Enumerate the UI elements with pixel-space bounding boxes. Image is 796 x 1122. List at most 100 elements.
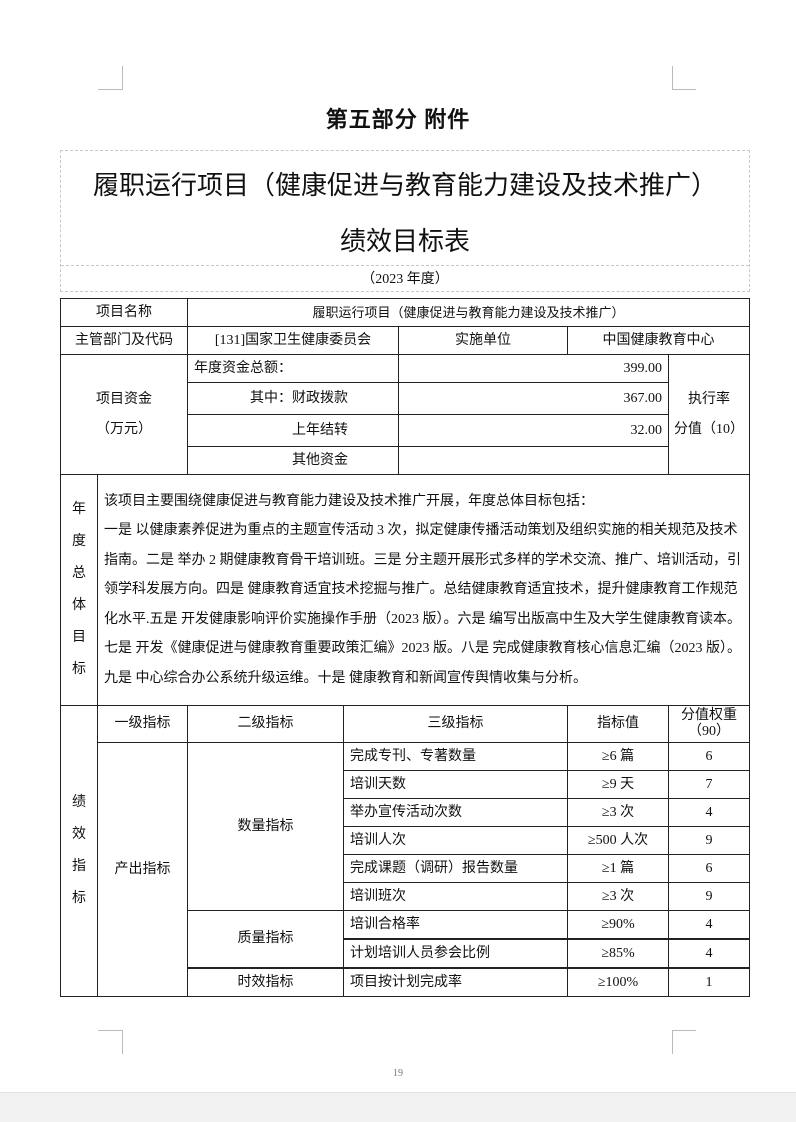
crop-mark bbox=[672, 1030, 696, 1031]
level3-name: 举办宣传活动次数 bbox=[343, 798, 568, 827]
title-box: 履职运行项目（健康促进与教育能力建设及技术推广） 绩效目标表 （2023 年度） bbox=[60, 150, 750, 292]
impl-value: 中国健康教育中心 bbox=[566, 326, 751, 355]
table-row: 项目资金 （万元） 年度资金总额： 399.00 执行率 分值（10） bbox=[60, 354, 751, 475]
table-row: 产出指标 数量指标 完成专刊、专著数量 ≥6 篇 6 bbox=[61, 742, 751, 997]
exec-rate-line: 分值（10） bbox=[674, 421, 744, 437]
indicator-weight: 4 bbox=[667, 798, 751, 827]
indicator-value: ≥6 篇 bbox=[567, 742, 669, 771]
funds-label: 项目资金 （万元） bbox=[60, 354, 188, 475]
level3-name: 完成课题（调研）报告数量 bbox=[343, 854, 568, 883]
header-level1: 一级指标 bbox=[97, 705, 188, 743]
indicator-value: ≥90% bbox=[567, 910, 669, 940]
indicators-label: 绩 效 指 标 bbox=[60, 705, 98, 997]
indicator-weight: 6 bbox=[667, 742, 751, 771]
funds-row-label: 其他资金 bbox=[187, 446, 399, 475]
document-title: 履职运行项目（健康促进与教育能力建设及技术推广） bbox=[92, 171, 717, 200]
level3-name: 培训天数 bbox=[343, 770, 568, 799]
level2-quantity: 数量指标 bbox=[187, 742, 344, 911]
crop-mark bbox=[122, 66, 123, 90]
funds-row-label: 上年结转 bbox=[187, 414, 399, 447]
indicator-value: ≥9 天 bbox=[567, 770, 669, 799]
table-row: 培训班次 ≥3 次 9 bbox=[61, 882, 751, 911]
performance-table: 项目名称 履职运行项目（健康促进与教育能力建设及技术推广） 主管部门及代码 [1… bbox=[60, 298, 751, 997]
funds-label-line: （万元） bbox=[96, 421, 152, 437]
indicator-weight: 9 bbox=[667, 826, 751, 855]
header-weight-line: 分值权重 bbox=[681, 708, 737, 723]
indicators-label-char: 绩 bbox=[72, 795, 86, 810]
table-row: 项目名称 履职运行项目（健康促进与教育能力建设及技术推广） bbox=[60, 298, 751, 327]
goal-label-char: 标 bbox=[72, 662, 86, 677]
page-bottom-edge bbox=[0, 1092, 796, 1122]
goal-label-char: 总 bbox=[72, 566, 86, 581]
table-row: 其他资金 bbox=[61, 446, 750, 475]
indicator-weight: 1 bbox=[667, 967, 751, 997]
goal-label-char: 体 bbox=[72, 598, 86, 613]
table-row: 主管部门及代码 [131]国家卫生健康委员会 实施单位 中国健康教育中心 bbox=[60, 326, 751, 355]
level3-name: 培训人次 bbox=[343, 826, 568, 855]
exec-rate-label: 执行率 分值（10） bbox=[667, 354, 751, 475]
level2-timeliness: 时效指标 bbox=[187, 967, 344, 997]
crop-mark bbox=[122, 1030, 123, 1054]
table-row: 时效指标 项目按计划完成率 ≥100% 1 bbox=[61, 967, 751, 997]
funds-row-label: 其中：财政拨款 bbox=[187, 382, 399, 415]
part-title: 第五部分 附件 bbox=[325, 107, 471, 132]
indicators-label-char: 指 bbox=[72, 859, 86, 874]
indicator-value: ≥1 篇 bbox=[567, 854, 669, 883]
indicator-value: ≥500 人次 bbox=[567, 826, 669, 855]
header-level2: 二级指标 bbox=[187, 705, 344, 743]
divider bbox=[61, 265, 749, 266]
indicator-weight: 9 bbox=[667, 882, 751, 911]
page-number: 19 bbox=[393, 1068, 403, 1079]
table-row: 计划培训人员参会比例 ≥85% 4 bbox=[61, 938, 751, 969]
document-subtitle: 绩效目标表 bbox=[339, 227, 470, 256]
funds-row-value bbox=[398, 446, 669, 475]
goal-body: 一是 以健康素养促进为重点的主题宣传活动 3 次，拟定健康传播活动策划及组织实施… bbox=[104, 523, 741, 686]
crop-mark bbox=[672, 1030, 673, 1054]
indicator-value: ≥3 次 bbox=[567, 882, 669, 911]
level3-name: 培训班次 bbox=[343, 882, 568, 911]
level3-name: 培训合格率 bbox=[343, 910, 568, 940]
header-weight-line: （90） bbox=[688, 724, 730, 739]
indicator-weight: 7 bbox=[667, 770, 751, 799]
table-row: 培训天数 ≥9 天 7 bbox=[61, 770, 751, 799]
indicator-weight: 4 bbox=[667, 938, 751, 969]
indicators-label-char: 标 bbox=[72, 891, 86, 906]
goal-label-char: 目 bbox=[72, 630, 86, 645]
crop-mark bbox=[672, 89, 696, 90]
goal-label: 年 度 总 体 目 标 bbox=[60, 474, 98, 706]
goal-intro: 该项目主要围绕健康促进与教育能力建设及技术推广开展，年度总体目标包括： bbox=[104, 493, 594, 509]
crop-mark bbox=[672, 66, 673, 90]
header-value: 指标值 bbox=[567, 705, 669, 743]
goal-text: 该项目主要围绕健康促进与教育能力建设及技术推广开展，年度总体目标包括： 一是 以… bbox=[96, 474, 751, 706]
funds-label-line: 项目资金 bbox=[96, 391, 152, 407]
project-name-value: 履职运行项目（健康促进与教育能力建设及技术推广） bbox=[186, 298, 751, 327]
level2-quality: 质量指标 bbox=[187, 910, 344, 969]
impl-label: 实施单位 bbox=[398, 326, 568, 355]
dept-value: [131]国家卫生健康委员会 bbox=[187, 326, 399, 355]
year-label: （2023 年度） bbox=[361, 272, 449, 287]
goal-label-char: 年 bbox=[72, 502, 86, 517]
funds-row-value: 367.00 bbox=[398, 382, 669, 415]
level3-name: 项目按计划完成率 bbox=[343, 967, 568, 997]
level3-name: 计划培训人员参会比例 bbox=[343, 938, 568, 969]
indicator-weight: 4 bbox=[667, 910, 751, 940]
level1-output: 产出指标 bbox=[97, 742, 188, 997]
table-row: 年 度 总 体 目 标 该项目主要围绕健康促进与教育能力建设及技术推广开展，年度… bbox=[60, 474, 751, 706]
indicator-value: ≥85% bbox=[567, 938, 669, 969]
table-row: 质量指标 培训合格率 ≥90% 4 bbox=[61, 910, 751, 969]
table-row: 上年结转 32.00 bbox=[61, 414, 750, 447]
crop-mark bbox=[98, 89, 122, 90]
table-header-row: 绩 效 指 标 一级指标 二级指标 三级指标 指标值 分值权重 （90） bbox=[60, 705, 751, 997]
project-name-label: 项目名称 bbox=[60, 298, 188, 327]
indicator-value: ≥100% bbox=[567, 967, 669, 997]
header-level3: 三级指标 bbox=[343, 705, 568, 743]
exec-rate-line: 执行率 bbox=[688, 391, 730, 407]
funds-row-value: 399.00 bbox=[398, 354, 669, 383]
table-row: 其中：财政拨款 367.00 bbox=[61, 382, 750, 415]
indicators-label-char: 效 bbox=[72, 827, 86, 842]
indicator-weight: 6 bbox=[667, 854, 751, 883]
indicator-value: ≥3 次 bbox=[567, 798, 669, 827]
table-row: 举办宣传活动次数 ≥3 次 4 bbox=[61, 798, 751, 827]
level3-name: 完成专刊、专著数量 bbox=[343, 742, 568, 771]
